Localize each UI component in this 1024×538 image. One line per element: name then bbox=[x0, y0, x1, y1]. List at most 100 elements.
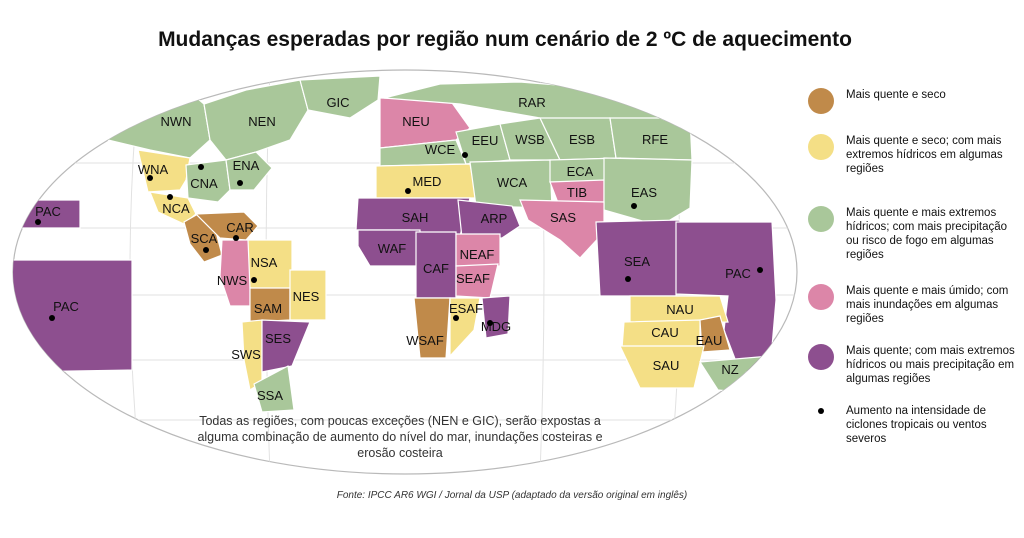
region-label-eau: EAU bbox=[696, 333, 723, 348]
legend-swatch bbox=[808, 206, 834, 232]
cyclone-dot-mdg bbox=[487, 320, 493, 326]
region-nes bbox=[289, 269, 327, 321]
cyclone-dot-nsa bbox=[251, 277, 257, 283]
legend-label: Mais quente e seco; com mais extremos hí… bbox=[846, 135, 1003, 175]
legend-label: Mais quente; com mais extremos hídricos … bbox=[846, 345, 1015, 385]
cyclone-dot-sca bbox=[203, 247, 209, 253]
legend-cyclone-dot bbox=[818, 408, 824, 414]
region-label-car: CAR bbox=[226, 220, 253, 235]
region-label-wna: WNA bbox=[138, 162, 169, 177]
region-label-wce: WCE bbox=[425, 142, 456, 157]
region-esaf bbox=[449, 297, 481, 358]
legend-swatch bbox=[808, 284, 834, 310]
region-label-sas: SAS bbox=[550, 210, 576, 225]
region-label-ssa: SSA bbox=[257, 388, 283, 403]
region-label-wsaf: WSAF bbox=[406, 333, 444, 348]
region-label-wca: WCA bbox=[497, 175, 528, 190]
region-label-sau: SAU bbox=[653, 358, 680, 373]
region-label-eas: EAS bbox=[631, 185, 657, 200]
source-caption: Fonte: IPCC AR6 WGI / Jornal da USP (ada… bbox=[336, 490, 688, 501]
cyclone-dot-eas bbox=[631, 203, 637, 209]
region-label-neu: NEU bbox=[402, 114, 429, 129]
region-eau bbox=[699, 315, 731, 353]
region-ena bbox=[225, 151, 273, 191]
cyclone-dot-car bbox=[233, 235, 239, 241]
region-label-nen: NEN bbox=[248, 114, 275, 129]
region-label-neaf: NEAF bbox=[460, 247, 495, 262]
legend-swatch bbox=[808, 344, 834, 370]
region-label-nwn: NWN bbox=[160, 114, 191, 129]
region-label-caf: CAF bbox=[423, 261, 449, 276]
legend-label: Mais quente e mais úmido; com mais inund… bbox=[846, 285, 1009, 325]
region-sau bbox=[619, 345, 705, 389]
coastal-note: Todas as regiões, com poucas exceções (N… bbox=[197, 414, 603, 460]
cyclone-dot-pac bbox=[49, 315, 55, 321]
region-pac-w2 bbox=[13, 259, 133, 373]
legend-swatch bbox=[808, 88, 834, 114]
region-label-rfe: RFE bbox=[642, 132, 668, 147]
region-waf bbox=[357, 229, 421, 267]
region-label-eeu: EEU bbox=[472, 133, 499, 148]
region-label-nsa: NSA bbox=[251, 255, 278, 270]
region-ses bbox=[261, 319, 311, 373]
region-ssa bbox=[253, 365, 295, 413]
cyclone-dot-med bbox=[405, 188, 411, 194]
region-car bbox=[194, 211, 259, 241]
region-label-seaf: SEAF bbox=[456, 271, 490, 286]
cyclone-dot-cna bbox=[198, 164, 204, 170]
region-label-med: MED bbox=[413, 174, 442, 189]
region-label-ses: SES bbox=[265, 331, 291, 346]
region-wsaf bbox=[413, 297, 451, 359]
region-label-nau: NAU bbox=[666, 302, 693, 317]
region-label-mdg: MDG bbox=[481, 319, 511, 334]
cyclone-dot-ena bbox=[237, 180, 243, 186]
region-neaf bbox=[455, 233, 501, 267]
legend-swatch bbox=[808, 134, 834, 160]
region-label-nes: NES bbox=[293, 289, 320, 304]
region-label-sah: SAH bbox=[402, 210, 429, 225]
region-label-sea: SEA bbox=[624, 254, 650, 269]
region-label-esb: ESB bbox=[569, 132, 595, 147]
cyclone-dot-nca bbox=[167, 194, 173, 200]
region-wna bbox=[137, 149, 191, 193]
region-label-sws: SWS bbox=[231, 347, 261, 362]
region-cna bbox=[185, 159, 231, 203]
region-label-sca: SCA bbox=[191, 231, 218, 246]
map-title: Mudanças esperadas por região num cenári… bbox=[158, 28, 852, 51]
region-label-sam: SAM bbox=[254, 301, 282, 316]
region-label-eca: ECA bbox=[567, 164, 594, 179]
region-label-wsb: WSB bbox=[515, 132, 545, 147]
cyclone-dot-wce bbox=[462, 152, 468, 158]
region-label-nws: NWS bbox=[217, 273, 248, 288]
region-label-ena: ENA bbox=[233, 158, 260, 173]
legend-label: Mais quente e seco bbox=[846, 89, 946, 101]
region-nws bbox=[219, 239, 251, 307]
region-label-tib: TIB bbox=[567, 185, 587, 200]
region-nau bbox=[629, 295, 729, 325]
region-label-cna: CNA bbox=[190, 176, 218, 191]
region-eas bbox=[603, 157, 693, 227]
region-label-rar: RAR bbox=[518, 95, 545, 110]
region-label-gic: GIC bbox=[326, 95, 349, 110]
region-label-cau: CAU bbox=[651, 325, 678, 340]
region-label-arp: ARP bbox=[481, 211, 508, 226]
region-label-pac: PAC bbox=[53, 299, 79, 314]
cyclone-dot-sea bbox=[625, 276, 631, 282]
region-label-pac: PAC bbox=[35, 204, 61, 219]
region-sas bbox=[519, 199, 605, 259]
cyclone-dot-wna bbox=[147, 175, 153, 181]
cyclone-dot-pac bbox=[757, 267, 763, 273]
cyclone-dot-esaf bbox=[453, 315, 459, 321]
region-label-nz: NZ bbox=[721, 362, 738, 377]
legend-label: Mais quente e mais extremos hídricos; co… bbox=[846, 207, 1008, 261]
region-label-esaf: ESAF bbox=[449, 301, 483, 316]
legend-label: Aumento na intensidade de ciclones tropi… bbox=[846, 405, 987, 445]
region-label-pac: PAC bbox=[725, 266, 751, 281]
region-arp bbox=[457, 199, 521, 239]
region-gic bbox=[299, 75, 381, 119]
region-nen bbox=[203, 79, 309, 161]
region-label-nca: NCA bbox=[162, 201, 190, 216]
region-label-waf: WAF bbox=[378, 241, 406, 256]
cyclone-dot-pac bbox=[35, 219, 41, 225]
